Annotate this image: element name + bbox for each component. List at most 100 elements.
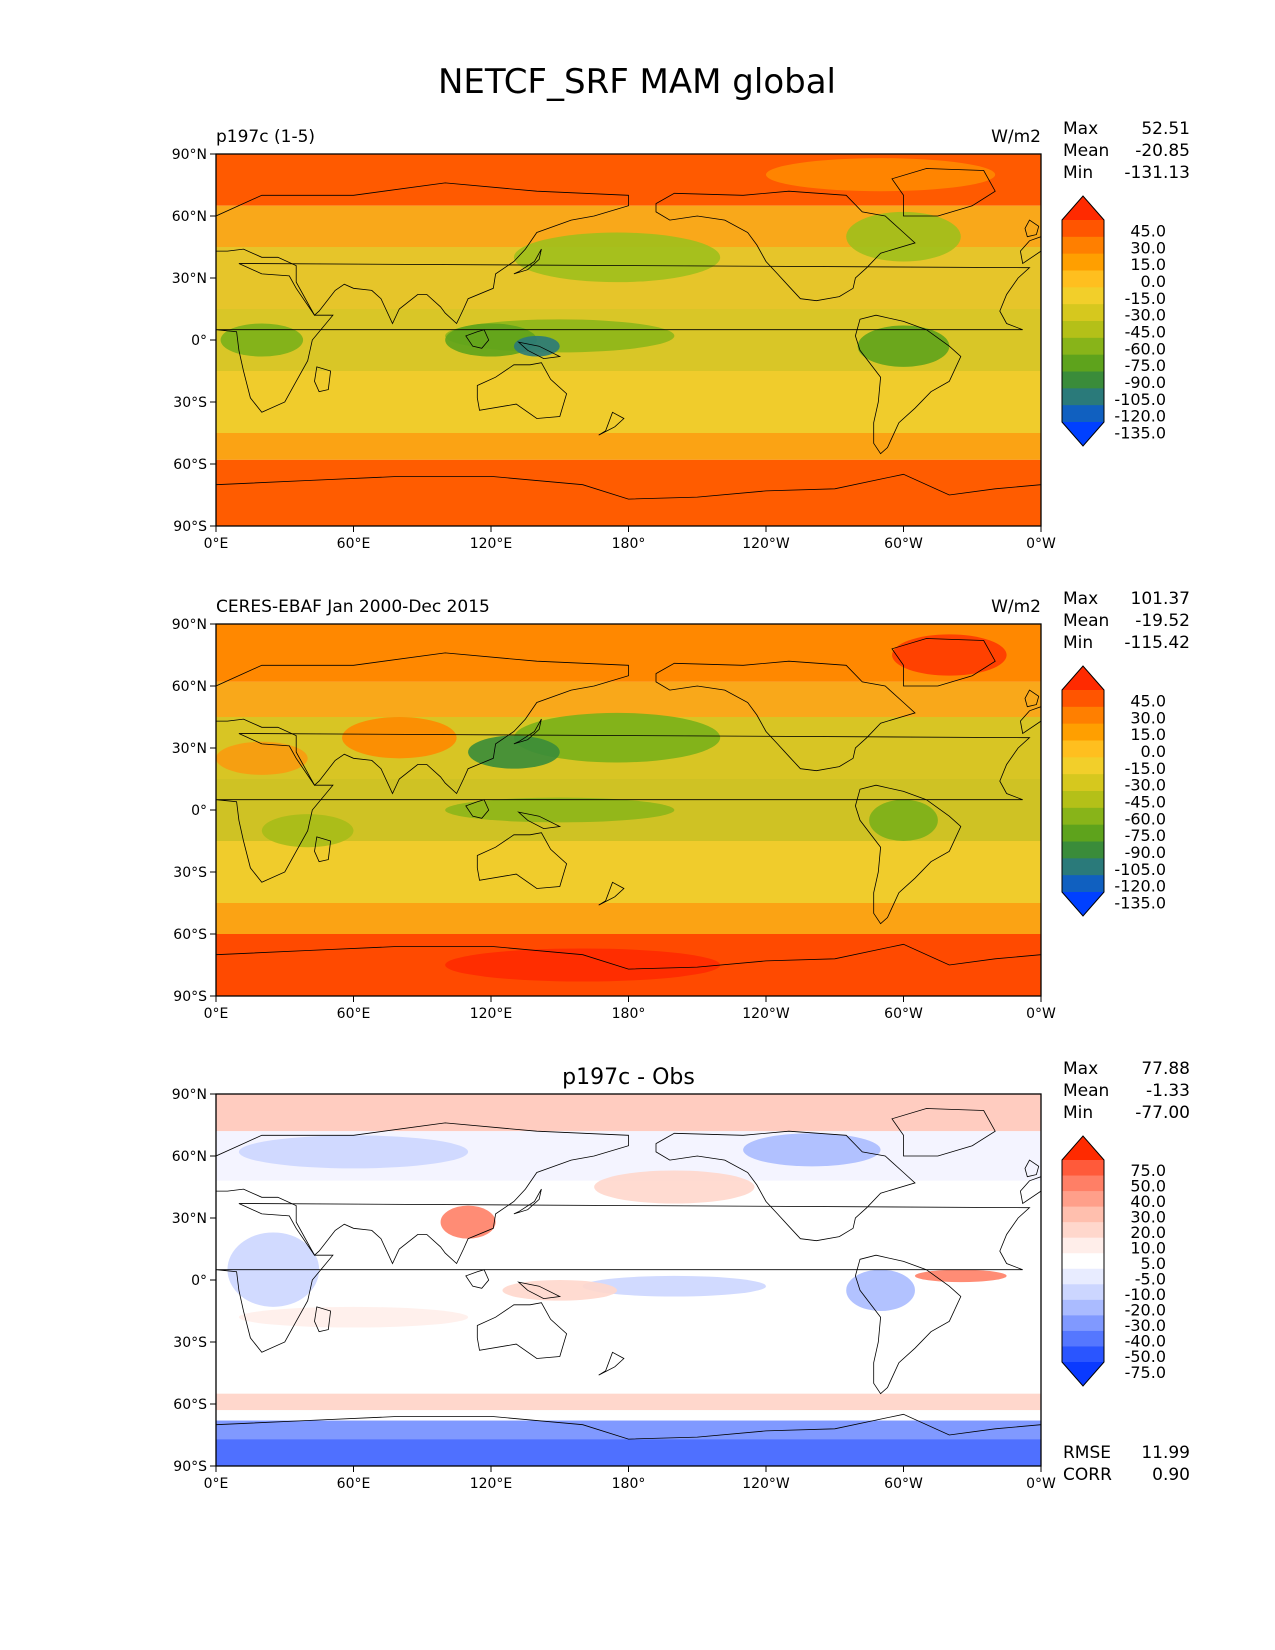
panel-3: 90°N 60°N 30°N 0° 30°S 60°S 90°S0°E 60°E 120°E 18… — [172, 1059, 1190, 1492]
colorbar-level-label: -135.0 — [1114, 893, 1166, 912]
colorbar-outline — [1061, 665, 1105, 917]
colorbar-segment-6 — [1062, 304, 1104, 322]
stat-label-mean: Mean — [1063, 1081, 1109, 1101]
colorbar-segment-12 — [1062, 405, 1104, 423]
x-tick-label: 120°E — [470, 536, 513, 552]
colorbar-level-label: -120.0 — [1114, 877, 1166, 896]
colorbar-segment-2 — [1062, 1175, 1104, 1192]
stat-value-min: -115.42 — [1124, 633, 1190, 653]
metric-label-corr: CORR — [1063, 1465, 1112, 1485]
x-tick-label: 60°E — [337, 1476, 371, 1492]
coastline-antarctica — [216, 943, 1041, 996]
coastline-eurasia-east — [216, 1122, 629, 1265]
colorbar-segment-3 — [1062, 723, 1104, 741]
x-tick-label: 120°W — [742, 1476, 790, 1492]
colorbar-segment-12 — [1062, 1330, 1104, 1347]
x-tick-label: 60°E — [337, 1006, 371, 1022]
units-label: W/m2 — [991, 597, 1041, 617]
colorbar: 45.030.015.00.0-15.0-30.0-45.0-60.0-75.0… — [1061, 195, 1166, 447]
field-feature-4 — [445, 323, 537, 357]
y-tick-label: 30°S — [173, 865, 207, 881]
field-feature-4 — [216, 741, 308, 775]
coastline-eurasia-east — [216, 182, 629, 325]
field-feature-6 — [220, 323, 304, 357]
colorbar-segment-2 — [1062, 706, 1104, 725]
coastline-borneo — [465, 329, 490, 349]
colorbar-level-label: 40.0 — [1130, 1192, 1166, 1211]
colorbar-segment-4 — [1062, 740, 1104, 758]
colorbar-segment-8 — [1062, 337, 1104, 356]
y-tick-label: 0° — [191, 803, 207, 819]
colorbar-segment-6 — [1062, 774, 1104, 792]
colorbar-level-label: -105.0 — [1114, 860, 1166, 879]
coastline-japan — [513, 248, 542, 275]
colorbar-segment-10 — [1062, 1299, 1104, 1316]
stat-value-min: -131.13 — [1124, 163, 1190, 183]
coastline-new-guinea — [517, 1281, 562, 1300]
colorbar-segment-12 — [1062, 875, 1104, 893]
colorbar-segment-1 — [1062, 220, 1104, 238]
field-band-5 — [216, 841, 1041, 903]
map-field — [216, 1094, 1041, 1466]
x-tick-label: 60°W — [884, 536, 923, 552]
colorbar-level-label: -60.0 — [1125, 809, 1166, 828]
colorbar-extend-top — [1062, 666, 1104, 690]
coastline-antarctica — [216, 1413, 1041, 1466]
y-tick-label: 90°N — [172, 147, 207, 163]
y-tick-label: 90°S — [173, 1459, 207, 1475]
colorbar-level-label: -75.0 — [1125, 356, 1166, 375]
stat-label-min: Min — [1063, 163, 1093, 183]
coastline-uk — [1024, 689, 1040, 708]
colorbar-segment-9 — [1062, 354, 1104, 372]
field-feature-9 — [445, 948, 721, 982]
colorbar-extend-top — [1062, 196, 1104, 220]
field-feature-2 — [846, 211, 961, 262]
units-label: W/m2 — [991, 127, 1041, 147]
colorbar: 75.050.040.030.020.010.05.0-5.0-10.0-20.… — [1061, 1135, 1166, 1387]
colorbar-level-label: -75.0 — [1125, 1363, 1166, 1382]
field-feature-5 — [857, 325, 950, 367]
coastline-new-guinea — [517, 341, 562, 360]
y-tick-label: 30°N — [172, 1211, 207, 1227]
y-tick-label: 0° — [191, 333, 207, 349]
colorbar-level-label: 10.0 — [1130, 1238, 1166, 1257]
colorbar-segment-8 — [1062, 1268, 1104, 1285]
coastline-eurasia-west — [1019, 236, 1041, 265]
x-tick-label: 180° — [612, 1476, 646, 1492]
stat-label-mean: Mean — [1063, 611, 1109, 631]
x-tick-label: 0°E — [204, 1006, 229, 1022]
panel-1: 90°N 60°N 30°N 0° 30°S 60°S 90°S0°E 60°E 120°E 18… — [172, 119, 1190, 552]
x-tick-label: 120°E — [470, 1006, 513, 1022]
colorbar-extend-bottom — [1062, 1362, 1104, 1386]
colorbar-segment-11 — [1062, 858, 1104, 876]
colorbar-level-label: 50.0 — [1130, 1176, 1166, 1195]
stat-label-max: Max — [1063, 1059, 1098, 1079]
field-band-6 — [216, 433, 1041, 460]
colorbar-segment-1 — [1062, 1160, 1104, 1177]
colorbar-extend-bottom — [1062, 892, 1104, 916]
colorbar-segment-8 — [1062, 807, 1104, 826]
field-band-6 — [216, 903, 1041, 934]
colorbar-level-label: 30.0 — [1130, 238, 1166, 257]
figure-title: NETCF_SRF MAM global — [438, 62, 836, 102]
coastline-eurasia-west — [1019, 1176, 1041, 1205]
stat-label-min: Min — [1063, 633, 1093, 653]
stat-label-max: Max — [1063, 119, 1098, 139]
colorbar-segment-10 — [1062, 841, 1104, 859]
colorbar-segment-7 — [1062, 321, 1104, 339]
coastline-australia — [476, 832, 568, 889]
x-tick-label: 0°W — [1026, 1006, 1056, 1022]
stat-value-max: 101.37 — [1131, 589, 1190, 609]
y-tick-label: 60°N — [172, 679, 207, 695]
colorbar-segment-5 — [1062, 1222, 1104, 1239]
panel-title: p197c - Obs — [562, 1065, 695, 1090]
colorbar-level-label: -120.0 — [1114, 407, 1166, 426]
map-field — [216, 624, 1041, 996]
x-tick-label: 0°E — [204, 1476, 229, 1492]
coastline-eurasia-west — [1019, 706, 1041, 735]
colorbar-segment-4 — [1062, 1206, 1104, 1223]
colorbar-level-label: 0.0 — [1141, 742, 1166, 761]
colorbar-segment-1 — [1062, 690, 1104, 708]
y-tick-label: 30°S — [173, 1335, 207, 1351]
metric-label-rmse: RMSE — [1063, 1443, 1111, 1463]
